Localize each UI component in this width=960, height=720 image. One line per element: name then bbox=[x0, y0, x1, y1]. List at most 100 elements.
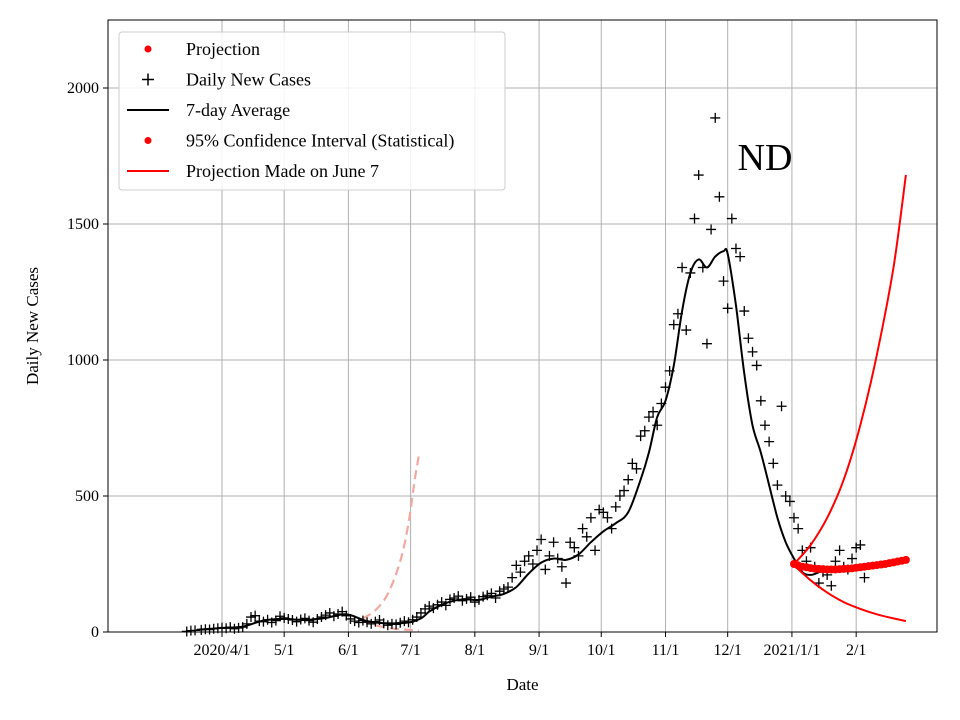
june7-projection-upper bbox=[362, 455, 420, 620]
legend-item: 95% Confidence Interval (Statistical) bbox=[144, 131, 454, 152]
daily-case-point bbox=[540, 564, 551, 575]
daily-case-point bbox=[279, 612, 290, 623]
daily-case-point bbox=[834, 545, 845, 556]
daily-case-point bbox=[743, 333, 754, 344]
y-tick-label: 2000 bbox=[67, 80, 99, 97]
daily-case-point bbox=[291, 616, 302, 627]
x-tick-label: 6/1 bbox=[338, 642, 358, 659]
daily-case-point bbox=[610, 501, 621, 512]
series-layer bbox=[181, 112, 910, 637]
daily-case-point bbox=[764, 436, 775, 447]
daily-case-point bbox=[415, 607, 426, 618]
daily-case-point bbox=[677, 262, 688, 273]
daily-case-point bbox=[598, 507, 609, 518]
daily-case-point bbox=[755, 395, 766, 406]
daily-case-point bbox=[701, 338, 712, 349]
daily-case-point bbox=[768, 458, 779, 469]
daily-case-point bbox=[631, 463, 642, 474]
daily-case-point bbox=[759, 420, 770, 431]
y-tick-label: 500 bbox=[75, 488, 99, 505]
legend: Projection Daily New Cases 7-day Average 95… bbox=[118, 31, 506, 191]
plot-frame bbox=[107, 19, 938, 633]
daily-case-point bbox=[776, 401, 787, 412]
daily-case-point bbox=[718, 276, 729, 287]
x-tick-label: 7/1 bbox=[400, 642, 420, 659]
daily-case-point bbox=[490, 593, 501, 603]
daily-case-point bbox=[602, 512, 613, 523]
x-tick-label: 5/1 bbox=[274, 642, 294, 659]
y-tick-label: 0 bbox=[91, 624, 99, 641]
y-axis: 0 500 1000 1500 2000 bbox=[67, 80, 108, 641]
y-tick-label: 1000 bbox=[67, 352, 99, 369]
legend-item: 7-day Average bbox=[127, 100, 290, 120]
legend-item: Projection Made on June 7 bbox=[127, 161, 379, 181]
daily-case-point bbox=[515, 567, 526, 578]
daily-case-point bbox=[722, 303, 733, 314]
x-tick-label: 2021/1/1 bbox=[763, 642, 820, 659]
daily-case-point bbox=[635, 431, 646, 442]
daily-case-point bbox=[693, 170, 704, 181]
x-tick-label: 10/1 bbox=[587, 642, 615, 659]
daily-case-point bbox=[565, 537, 576, 548]
daily-case-point bbox=[523, 550, 534, 561]
seven-day-average-line bbox=[197, 247, 828, 631]
daily-case-point bbox=[585, 512, 596, 523]
legend-label: 95% Confidence Interval (Statistical) bbox=[186, 131, 454, 152]
daily-case-point bbox=[614, 491, 625, 501]
daily-case-point bbox=[590, 545, 601, 556]
legend-label: 7-day Average bbox=[186, 100, 290, 120]
daily-case-point bbox=[681, 325, 692, 336]
x-tick-label: 12/1 bbox=[713, 642, 741, 659]
daily-case-point bbox=[648, 406, 659, 417]
daily-case-point bbox=[581, 531, 592, 542]
x-axis: 2020/4/1 5/1 6/1 7/1 8/1 9/1 10/1 11/1 12/1 2021/… bbox=[194, 632, 866, 659]
daily-case-point bbox=[714, 191, 725, 202]
y-axis-label: Daily New Cases bbox=[23, 267, 42, 385]
daily-case-point bbox=[382, 620, 393, 631]
projection-point bbox=[901, 555, 910, 564]
daily-case-point bbox=[639, 425, 650, 436]
daily-case-point bbox=[399, 616, 410, 627]
x-tick-label: 9/1 bbox=[529, 642, 549, 659]
daily-case-point bbox=[561, 578, 572, 589]
daily-case-point bbox=[569, 542, 580, 553]
daily-case-point bbox=[424, 601, 435, 612]
daily-case-point bbox=[826, 580, 837, 591]
daily-case-point bbox=[536, 534, 547, 545]
daily-case-point bbox=[556, 561, 567, 572]
daily-case-point bbox=[181, 626, 192, 637]
legend-dot-marker bbox=[144, 137, 152, 144]
legend-box bbox=[118, 31, 506, 191]
daily-case-point bbox=[772, 480, 783, 491]
daily-case-point bbox=[507, 572, 518, 583]
daily-case-point bbox=[577, 523, 588, 534]
legend-item: Daily New Cases bbox=[142, 70, 311, 90]
x-tick-label: 8/1 bbox=[465, 642, 485, 659]
daily-case-point bbox=[739, 306, 750, 317]
x-tick-label: 11/1 bbox=[652, 642, 680, 659]
x-tick-label: 2/1 bbox=[846, 642, 866, 659]
daily-case-point bbox=[726, 213, 737, 224]
daily-case-point bbox=[366, 618, 377, 629]
daily-case-point bbox=[830, 556, 841, 567]
daily-case-point bbox=[619, 485, 630, 496]
confidence-upper-line bbox=[793, 174, 907, 565]
daily-case-point bbox=[780, 491, 791, 501]
legend-item: Projection bbox=[144, 39, 260, 59]
daily-case-point bbox=[730, 243, 741, 254]
daily-case-point bbox=[710, 112, 721, 123]
daily-case-point bbox=[855, 539, 866, 550]
confidence-lower-line bbox=[793, 564, 907, 623]
daily-case-point bbox=[652, 420, 663, 431]
y-tick-label: 1500 bbox=[67, 216, 99, 233]
daily-case-point bbox=[784, 496, 795, 507]
daily-case-point bbox=[859, 572, 870, 583]
legend-dot-marker bbox=[144, 45, 152, 53]
daily-case-point bbox=[689, 213, 700, 224]
daily-case-point bbox=[793, 523, 804, 534]
daily-case-point bbox=[643, 412, 654, 423]
daily-case-point bbox=[623, 474, 634, 485]
legend-label: Daily New Cases bbox=[186, 70, 311, 90]
daily-case-point bbox=[527, 559, 538, 569]
x-tick-label: 2020/4/1 bbox=[194, 642, 251, 659]
